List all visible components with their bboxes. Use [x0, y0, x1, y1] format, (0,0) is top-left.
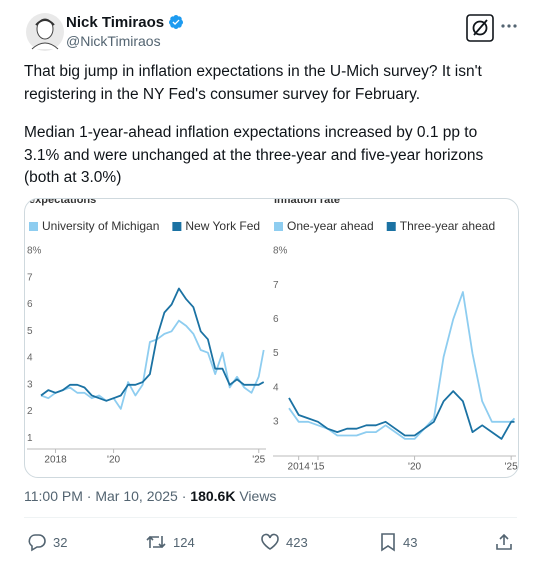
like-icon: [261, 533, 279, 550]
views-label: Views: [239, 488, 277, 504]
legend-label: One-year ahead: [287, 219, 374, 233]
view-count: 180.6K: [190, 488, 236, 504]
tweet-meta: 11:00 PM · Mar 10, 2025 · 180.6K Views: [24, 488, 276, 504]
verified-badge: [169, 15, 184, 29]
y-tick-label: 4: [273, 382, 279, 393]
tweet-text: That big jump in inflation expectations …: [24, 63, 482, 103]
x-tick-label: '20: [107, 455, 120, 466]
x-tick-label: '15: [311, 462, 324, 473]
author-handle[interactable]: @NickTimiraos: [66, 33, 161, 49]
legend-label: University of Michigan: [42, 219, 159, 233]
separator: ·: [181, 488, 187, 504]
legend-swatch: [386, 222, 396, 231]
chart-title: inflation rate: [274, 198, 340, 206]
tweet-text: Median 1-year-ahead inflation expectatio…: [24, 124, 484, 186]
repost-icon: [146, 535, 166, 549]
like-count: 423: [286, 534, 308, 550]
repost-count: 124: [173, 534, 195, 550]
legend-label: New York Fed: [185, 219, 260, 233]
x-tick-label: 2018: [44, 455, 67, 466]
reply-button[interactable]: 32: [27, 532, 67, 552]
series-line: [40, 287, 265, 402]
y-tick-label: 3: [273, 416, 279, 427]
series-line: [288, 390, 515, 440]
bookmark-count: 43: [403, 534, 418, 550]
author-name[interactable]: Nick Timiraos: [66, 14, 184, 31]
share-button[interactable]: [494, 532, 514, 552]
chart-image[interactable]: expectations University of Michigan New Yo…: [24, 198, 519, 478]
time[interactable]: 11:00 PM: [24, 488, 83, 504]
y-tick-label: 5: [273, 348, 279, 359]
legend-swatch: [172, 222, 182, 231]
y-tick-label: 7: [27, 272, 33, 283]
y-tick-label: 8%: [27, 246, 42, 257]
y-tick-label: 4: [27, 353, 33, 364]
like-button[interactable]: 423: [260, 532, 308, 552]
x-tick-label: 2014: [288, 462, 311, 473]
y-tick-label: 6: [273, 314, 279, 325]
y-tick-label: 2: [27, 406, 33, 417]
y-tick-label: 1: [27, 433, 33, 444]
legend-swatch: [274, 222, 283, 231]
more-button[interactable]: [500, 22, 518, 30]
avatar[interactable]: [26, 13, 64, 51]
divider: [24, 517, 517, 518]
bookmark-button[interactable]: 43: [379, 532, 417, 552]
y-tick-label: 7: [273, 280, 279, 291]
author-name-text[interactable]: Nick Timiraos: [66, 14, 165, 31]
grok-button[interactable]: [466, 14, 494, 42]
legend-swatch: [29, 222, 38, 231]
y-tick-label: 6: [27, 299, 33, 310]
y-tick-label: 5: [27, 326, 33, 337]
separator: ·: [86, 488, 92, 504]
x-tick-label: '20: [408, 462, 421, 473]
reply-count: 32: [53, 534, 68, 550]
date[interactable]: Mar 10, 2025: [95, 488, 178, 504]
chart-title: expectations: [29, 198, 96, 206]
x-tick-label: '25: [505, 462, 518, 473]
legend-label: Three-year ahead: [400, 219, 495, 233]
reply-icon: [28, 534, 46, 552]
bookmark-icon: [381, 533, 395, 552]
y-tick-label: 8%: [273, 246, 288, 257]
series-line: [288, 291, 516, 440]
y-tick-label: 3: [27, 379, 33, 390]
repost-button[interactable]: 124: [145, 532, 195, 552]
x-tick-label: '25: [252, 455, 265, 466]
